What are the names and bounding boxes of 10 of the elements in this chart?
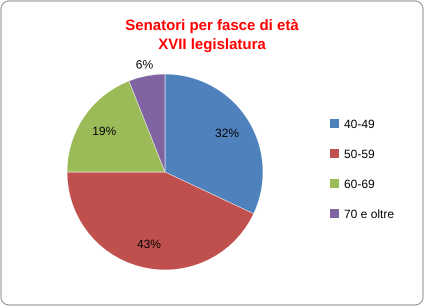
legend-label: 50-59 [344,147,376,162]
chart-subtitle: XVII legislatura [158,36,266,53]
legend-label: 70 e oltre [344,207,394,222]
legend-label: 40-49 [344,117,376,132]
data-label: 43% [136,236,162,251]
legend-label: 60-69 [344,177,376,192]
chart-title: Senatori per fasce di età [125,17,300,34]
data-label: 6% [136,57,154,72]
data-label: 19% [92,124,117,138]
data-label: 32% [215,126,240,140]
